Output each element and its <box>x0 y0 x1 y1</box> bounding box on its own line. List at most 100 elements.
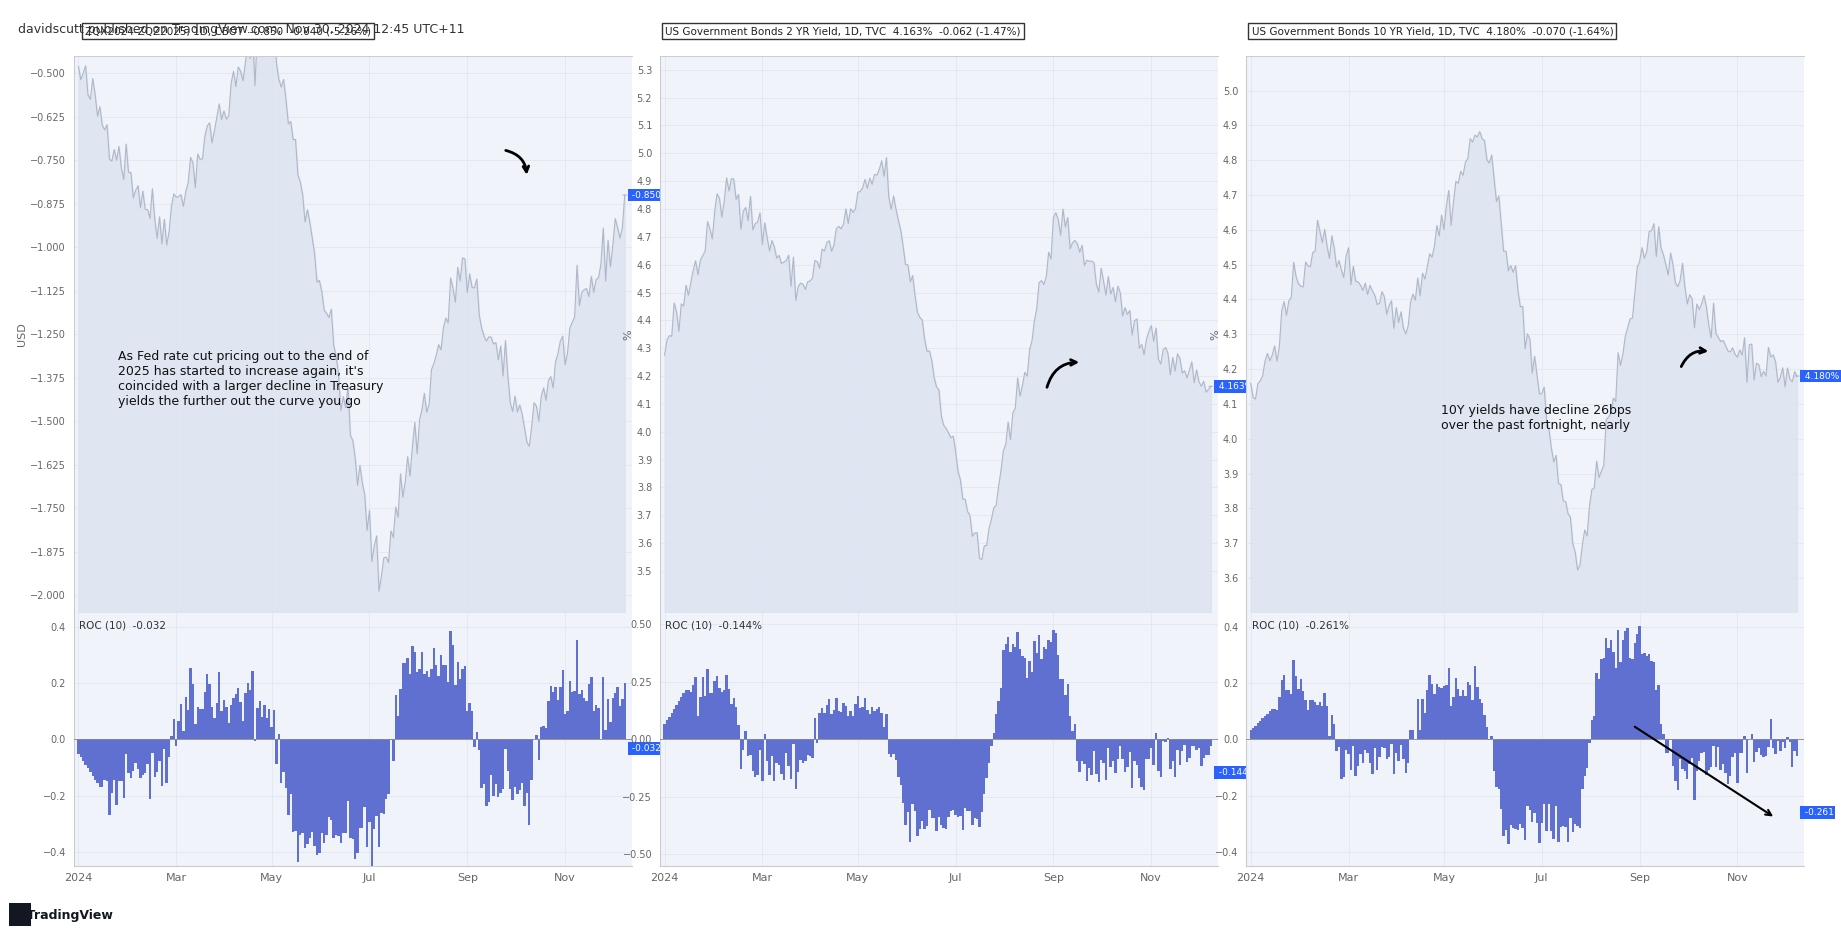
Bar <box>744 731 747 739</box>
Bar <box>105 739 109 781</box>
Bar <box>1364 739 1366 749</box>
Bar <box>1629 658 1631 739</box>
Bar <box>147 739 149 763</box>
Bar <box>173 720 175 739</box>
Bar <box>1478 699 1480 739</box>
Bar <box>77 739 79 753</box>
Bar <box>994 714 998 739</box>
Bar <box>1046 649 1048 739</box>
Bar <box>1596 672 1598 739</box>
Bar <box>1086 739 1088 781</box>
Bar <box>1416 698 1419 739</box>
Bar <box>760 739 764 780</box>
Bar <box>1283 675 1285 739</box>
Bar <box>1059 679 1062 739</box>
Bar <box>755 739 757 776</box>
Text: -0.144: -0.144 <box>1215 768 1248 776</box>
Bar <box>1464 696 1467 739</box>
Bar <box>471 710 473 739</box>
Bar <box>1009 652 1013 739</box>
Y-axis label: USD: USD <box>17 322 28 346</box>
Bar <box>573 691 576 739</box>
Bar <box>239 702 241 739</box>
Bar <box>1677 739 1679 790</box>
Bar <box>1176 739 1178 749</box>
Bar <box>1097 739 1099 782</box>
Bar <box>256 708 258 739</box>
Bar <box>1462 691 1464 739</box>
Bar <box>852 716 854 739</box>
Bar <box>1335 739 1338 751</box>
Bar <box>1014 647 1016 739</box>
Bar <box>311 739 313 831</box>
Bar <box>1307 710 1309 739</box>
Bar <box>856 695 860 739</box>
Bar <box>1103 739 1105 763</box>
Bar <box>1600 659 1604 739</box>
Bar <box>99 739 101 787</box>
Bar <box>725 675 727 739</box>
Bar <box>1484 714 1486 739</box>
Bar <box>1690 739 1694 759</box>
Bar <box>615 693 617 739</box>
Bar <box>1429 675 1430 739</box>
Bar <box>1708 739 1710 770</box>
Bar <box>1042 647 1046 739</box>
Bar <box>1397 739 1399 762</box>
Bar <box>528 739 530 825</box>
Bar <box>1263 716 1267 739</box>
Bar <box>609 722 611 739</box>
Bar <box>1070 716 1071 739</box>
Bar <box>585 701 587 739</box>
Bar <box>1504 739 1508 830</box>
Bar <box>950 739 952 811</box>
Bar <box>562 670 563 739</box>
Bar <box>1268 711 1270 739</box>
Bar <box>1721 739 1725 764</box>
Bar <box>449 630 451 739</box>
Bar <box>1591 720 1592 739</box>
Bar <box>1145 739 1147 759</box>
Bar <box>978 739 981 828</box>
Bar <box>1648 654 1650 739</box>
Bar <box>1134 739 1136 762</box>
Bar <box>457 662 458 739</box>
Bar <box>1443 685 1445 739</box>
Bar <box>578 694 580 739</box>
Bar <box>1666 739 1670 753</box>
Bar <box>508 739 512 789</box>
Bar <box>909 739 911 842</box>
Bar <box>1718 739 1719 747</box>
Bar <box>1281 681 1283 739</box>
Bar <box>328 739 330 816</box>
Bar <box>1164 739 1167 742</box>
Bar <box>447 682 449 739</box>
Bar <box>1331 715 1333 739</box>
Bar <box>129 739 133 778</box>
Bar <box>1407 739 1410 762</box>
Bar <box>1366 739 1370 753</box>
Bar <box>504 739 506 749</box>
Bar <box>1033 641 1035 739</box>
Bar <box>434 666 438 739</box>
Bar <box>1079 739 1081 772</box>
Text: -0.850: -0.850 <box>630 191 661 199</box>
Bar <box>1681 739 1685 769</box>
Bar <box>1154 734 1158 739</box>
Bar <box>1673 739 1677 781</box>
Bar <box>1786 736 1789 739</box>
Bar <box>1609 640 1613 739</box>
Bar <box>724 690 725 739</box>
Bar <box>957 739 959 816</box>
Bar <box>431 668 433 739</box>
Bar <box>280 739 282 783</box>
Bar <box>1581 739 1583 789</box>
Bar <box>1480 703 1484 739</box>
Bar <box>685 690 687 739</box>
Bar <box>387 739 390 794</box>
Bar <box>479 739 481 749</box>
Bar <box>318 739 320 853</box>
Bar <box>1294 676 1298 739</box>
Bar <box>1327 736 1331 739</box>
Bar <box>1583 739 1585 776</box>
